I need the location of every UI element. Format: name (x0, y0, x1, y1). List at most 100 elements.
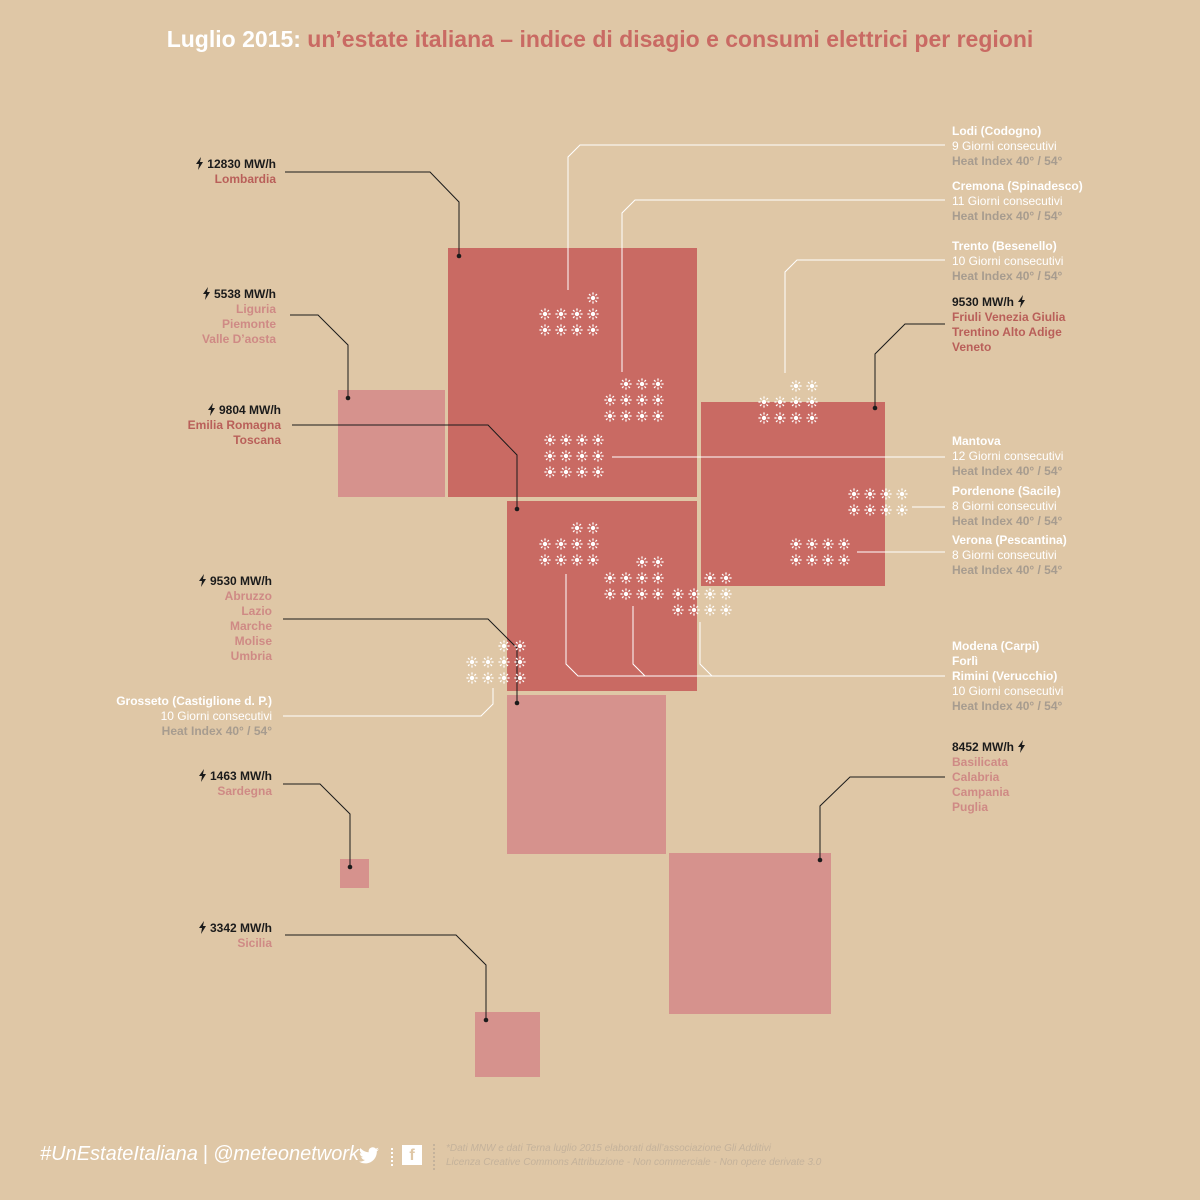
sun-icon (560, 450, 572, 462)
sun-icon (774, 396, 786, 408)
footer-tags: #UnEstateItaliana | @meteonetwork (40, 1143, 359, 1166)
region-name: Campania (952, 785, 1010, 799)
sun-icon (620, 378, 632, 390)
label-cremona: Cremona (Spinadesco) 11 Giorni consecuti… (952, 179, 1083, 224)
connector-lombardia (285, 171, 460, 256)
sun-icon (604, 394, 616, 406)
dot-lombardia (456, 253, 462, 259)
sun-icon (592, 466, 604, 478)
region-name: Molise (234, 634, 272, 648)
region-name: Liguria (235, 302, 276, 316)
city-name: Pordenone (Sacile) (952, 484, 1061, 498)
lightning-icon (198, 574, 206, 587)
region-name: Sicilia (237, 936, 272, 950)
label-sud-group: 8452 MW/h Basilicata Calabria Campania P… (952, 740, 1026, 815)
connector-emilia (292, 424, 518, 509)
region-name: Calabria (952, 770, 1000, 784)
sun-icon (514, 672, 526, 684)
days-count: 12 Giorni consecutivi (952, 449, 1064, 463)
sun-icon (652, 588, 664, 600)
city-name: Mantova (952, 434, 1001, 448)
energy-value: 9530 MW/h (952, 295, 1015, 309)
dot-sud (817, 857, 823, 863)
hashtag-link[interactable]: #UnEstateItaliana (40, 1143, 198, 1165)
sun-icon (539, 554, 551, 566)
sun-icon (790, 554, 802, 566)
label-lodi: Lodi (Codogno) 9 Giorni consecutivi Heat… (952, 124, 1062, 169)
sun-icon (758, 412, 770, 424)
block-emilia-toscana (507, 501, 697, 691)
sun-icon (514, 656, 526, 668)
sun-icon (790, 412, 802, 424)
city-name: Forlì (952, 654, 978, 668)
block-lombardia (448, 248, 697, 497)
twitter-icon[interactable] (358, 1147, 380, 1165)
handle-link[interactable]: @meteonetwork (213, 1143, 360, 1165)
energy-value: 8452 MW/h (952, 740, 1015, 754)
sun-icon (571, 538, 583, 550)
sun-icon (587, 522, 599, 534)
sun-icon (652, 410, 664, 422)
sun-icon (636, 556, 648, 568)
sun-icon (482, 656, 494, 668)
sun-icon (880, 488, 892, 500)
region-name: Friuli Venezia Giulia (952, 310, 1066, 324)
label-liguria-group: 5538 MW/h Liguria Piemonte Valle D’aosta (180, 287, 276, 347)
sun-icon (555, 554, 567, 566)
label-centro-group: 9530 MW/h Abruzzo Lazio Marche Molise Um… (172, 574, 272, 664)
sun-icon (576, 434, 588, 446)
sun-icon (587, 538, 599, 550)
label-modena-forli-rimini: Modena (Carpi) Forlì Rimini (Verucchio) … (952, 639, 1063, 714)
sun-icon (864, 504, 876, 516)
label-emilia-group: 9804 MW/h Emilia Romagna Toscana (170, 403, 281, 448)
sun-icon (720, 604, 732, 616)
sun-icon (774, 412, 786, 424)
sun-icon (704, 588, 716, 600)
sun-icon (539, 308, 551, 320)
sun-icon (758, 396, 770, 408)
sun-icon (466, 656, 478, 668)
dot-sardegna (347, 864, 353, 870)
footer-separator: | (202, 1143, 209, 1165)
sun-icon (604, 410, 616, 422)
energy-value: 12830 MW/h (207, 157, 276, 171)
sun-icon (806, 554, 818, 566)
region-name: Veneto (952, 340, 992, 354)
sun-icon (514, 640, 526, 652)
sun-icon (560, 466, 572, 478)
label-sardegna: 1463 MW/h Sardegna (175, 769, 272, 799)
sun-icon (555, 308, 567, 320)
days-count: 9 Giorni consecutivi (952, 139, 1057, 153)
title-date: Luglio 2015: (166, 26, 301, 52)
energy-value: 9530 MW/h (209, 574, 272, 588)
energy-value: 1463 MW/h (209, 769, 272, 783)
lightning-icon (1018, 295, 1026, 308)
sun-icon (806, 396, 818, 408)
sun-icon (720, 572, 732, 584)
facebook-icon[interactable]: f (402, 1145, 422, 1165)
sun-icon (498, 656, 510, 668)
sun-icon (848, 488, 860, 500)
sun-icon (587, 324, 599, 336)
chart-title: Luglio 2015: un’estate italiana – indice… (0, 26, 1200, 53)
city-name: Cremona (Spinadesco) (952, 179, 1083, 193)
sun-icon (806, 412, 818, 424)
label-verona: Verona (Pescantina) 8 Giorni consecutivi… (952, 533, 1067, 578)
sun-icon (592, 434, 604, 446)
sun-icon (576, 450, 588, 462)
region-name: Basilicata (952, 755, 1009, 769)
sun-icon (571, 554, 583, 566)
sun-icon (652, 378, 664, 390)
city-name: Lodi (Codogno) (952, 124, 1042, 138)
sun-icon (544, 434, 556, 446)
sun-icon (848, 504, 860, 516)
sun-icon (539, 324, 551, 336)
days-count: 10 Giorni consecutivi (952, 684, 1064, 698)
sun-icon (587, 292, 599, 304)
sun-icon (704, 604, 716, 616)
days-count: 10 Giorni consecutivi (160, 709, 272, 723)
days-count: 11 Giorni consecutivi (952, 194, 1063, 208)
heat-index: Heat Index 40° / 54° (952, 154, 1063, 168)
block-centro (507, 695, 666, 854)
